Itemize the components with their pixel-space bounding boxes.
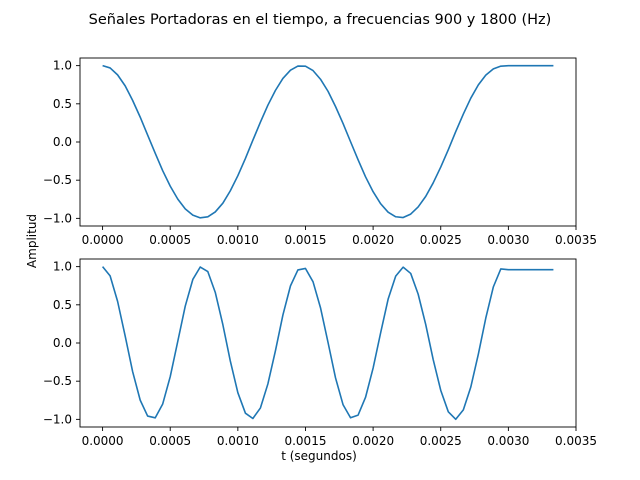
x-tick-label: 0.0030 <box>487 233 529 247</box>
x-tick-label: 0.0000 <box>82 434 124 448</box>
y-tick-label: 0.5 <box>53 97 72 111</box>
x-tick-label: 0.0015 <box>284 434 326 448</box>
series-line-0 <box>102 64 554 219</box>
x-tick-label: 0.0025 <box>420 233 462 247</box>
y-tick-label: 0.5 <box>53 298 72 312</box>
x-tick-label: 0.0035 <box>555 434 597 448</box>
y-axis-label: Amplitud <box>25 214 39 268</box>
x-axis-label: t (segundos) <box>281 449 357 463</box>
y-tick-label: −0.5 <box>43 173 72 187</box>
y-tick-label: 0.0 <box>53 336 72 350</box>
x-tick-label: 0.0030 <box>487 434 529 448</box>
x-tick-label: 0.0025 <box>420 434 462 448</box>
y-tick-label: 0.0 <box>53 135 72 149</box>
y-tick-label: −1.0 <box>43 412 72 426</box>
y-tick-label: 1.0 <box>53 59 72 73</box>
x-tick-label: 0.0000 <box>82 233 124 247</box>
x-tick-label: 0.0035 <box>555 233 597 247</box>
figure-title: Señales Portadoras en el tiempo, a frecu… <box>89 12 552 28</box>
x-tick-label: 0.0005 <box>149 233 191 247</box>
axes-frame <box>79 57 577 227</box>
x-tick-label: 0.0010 <box>217 233 259 247</box>
y-tick-label: −1.0 <box>43 211 72 225</box>
bottom-subplot: 0.0000 0.0005 0.0010 0.0015 0.0020 0.0025 0.00… <box>43 258 597 448</box>
x-tick-label: 0.0010 <box>217 434 259 448</box>
x-tick-label: 0.0020 <box>352 233 394 247</box>
x-tick-label: 0.0005 <box>149 434 191 448</box>
x-tick-label: 0.0015 <box>284 233 326 247</box>
top-subplot: 0.0000 0.0005 0.0010 0.0015 0.0020 0.0025 0.00… <box>43 57 597 247</box>
y-tick-label: −0.5 <box>43 374 72 388</box>
series-line-0 <box>101 266 554 421</box>
y-tick-label: 1.0 <box>53 260 72 274</box>
x-tick-label: 0.0020 <box>352 434 394 448</box>
